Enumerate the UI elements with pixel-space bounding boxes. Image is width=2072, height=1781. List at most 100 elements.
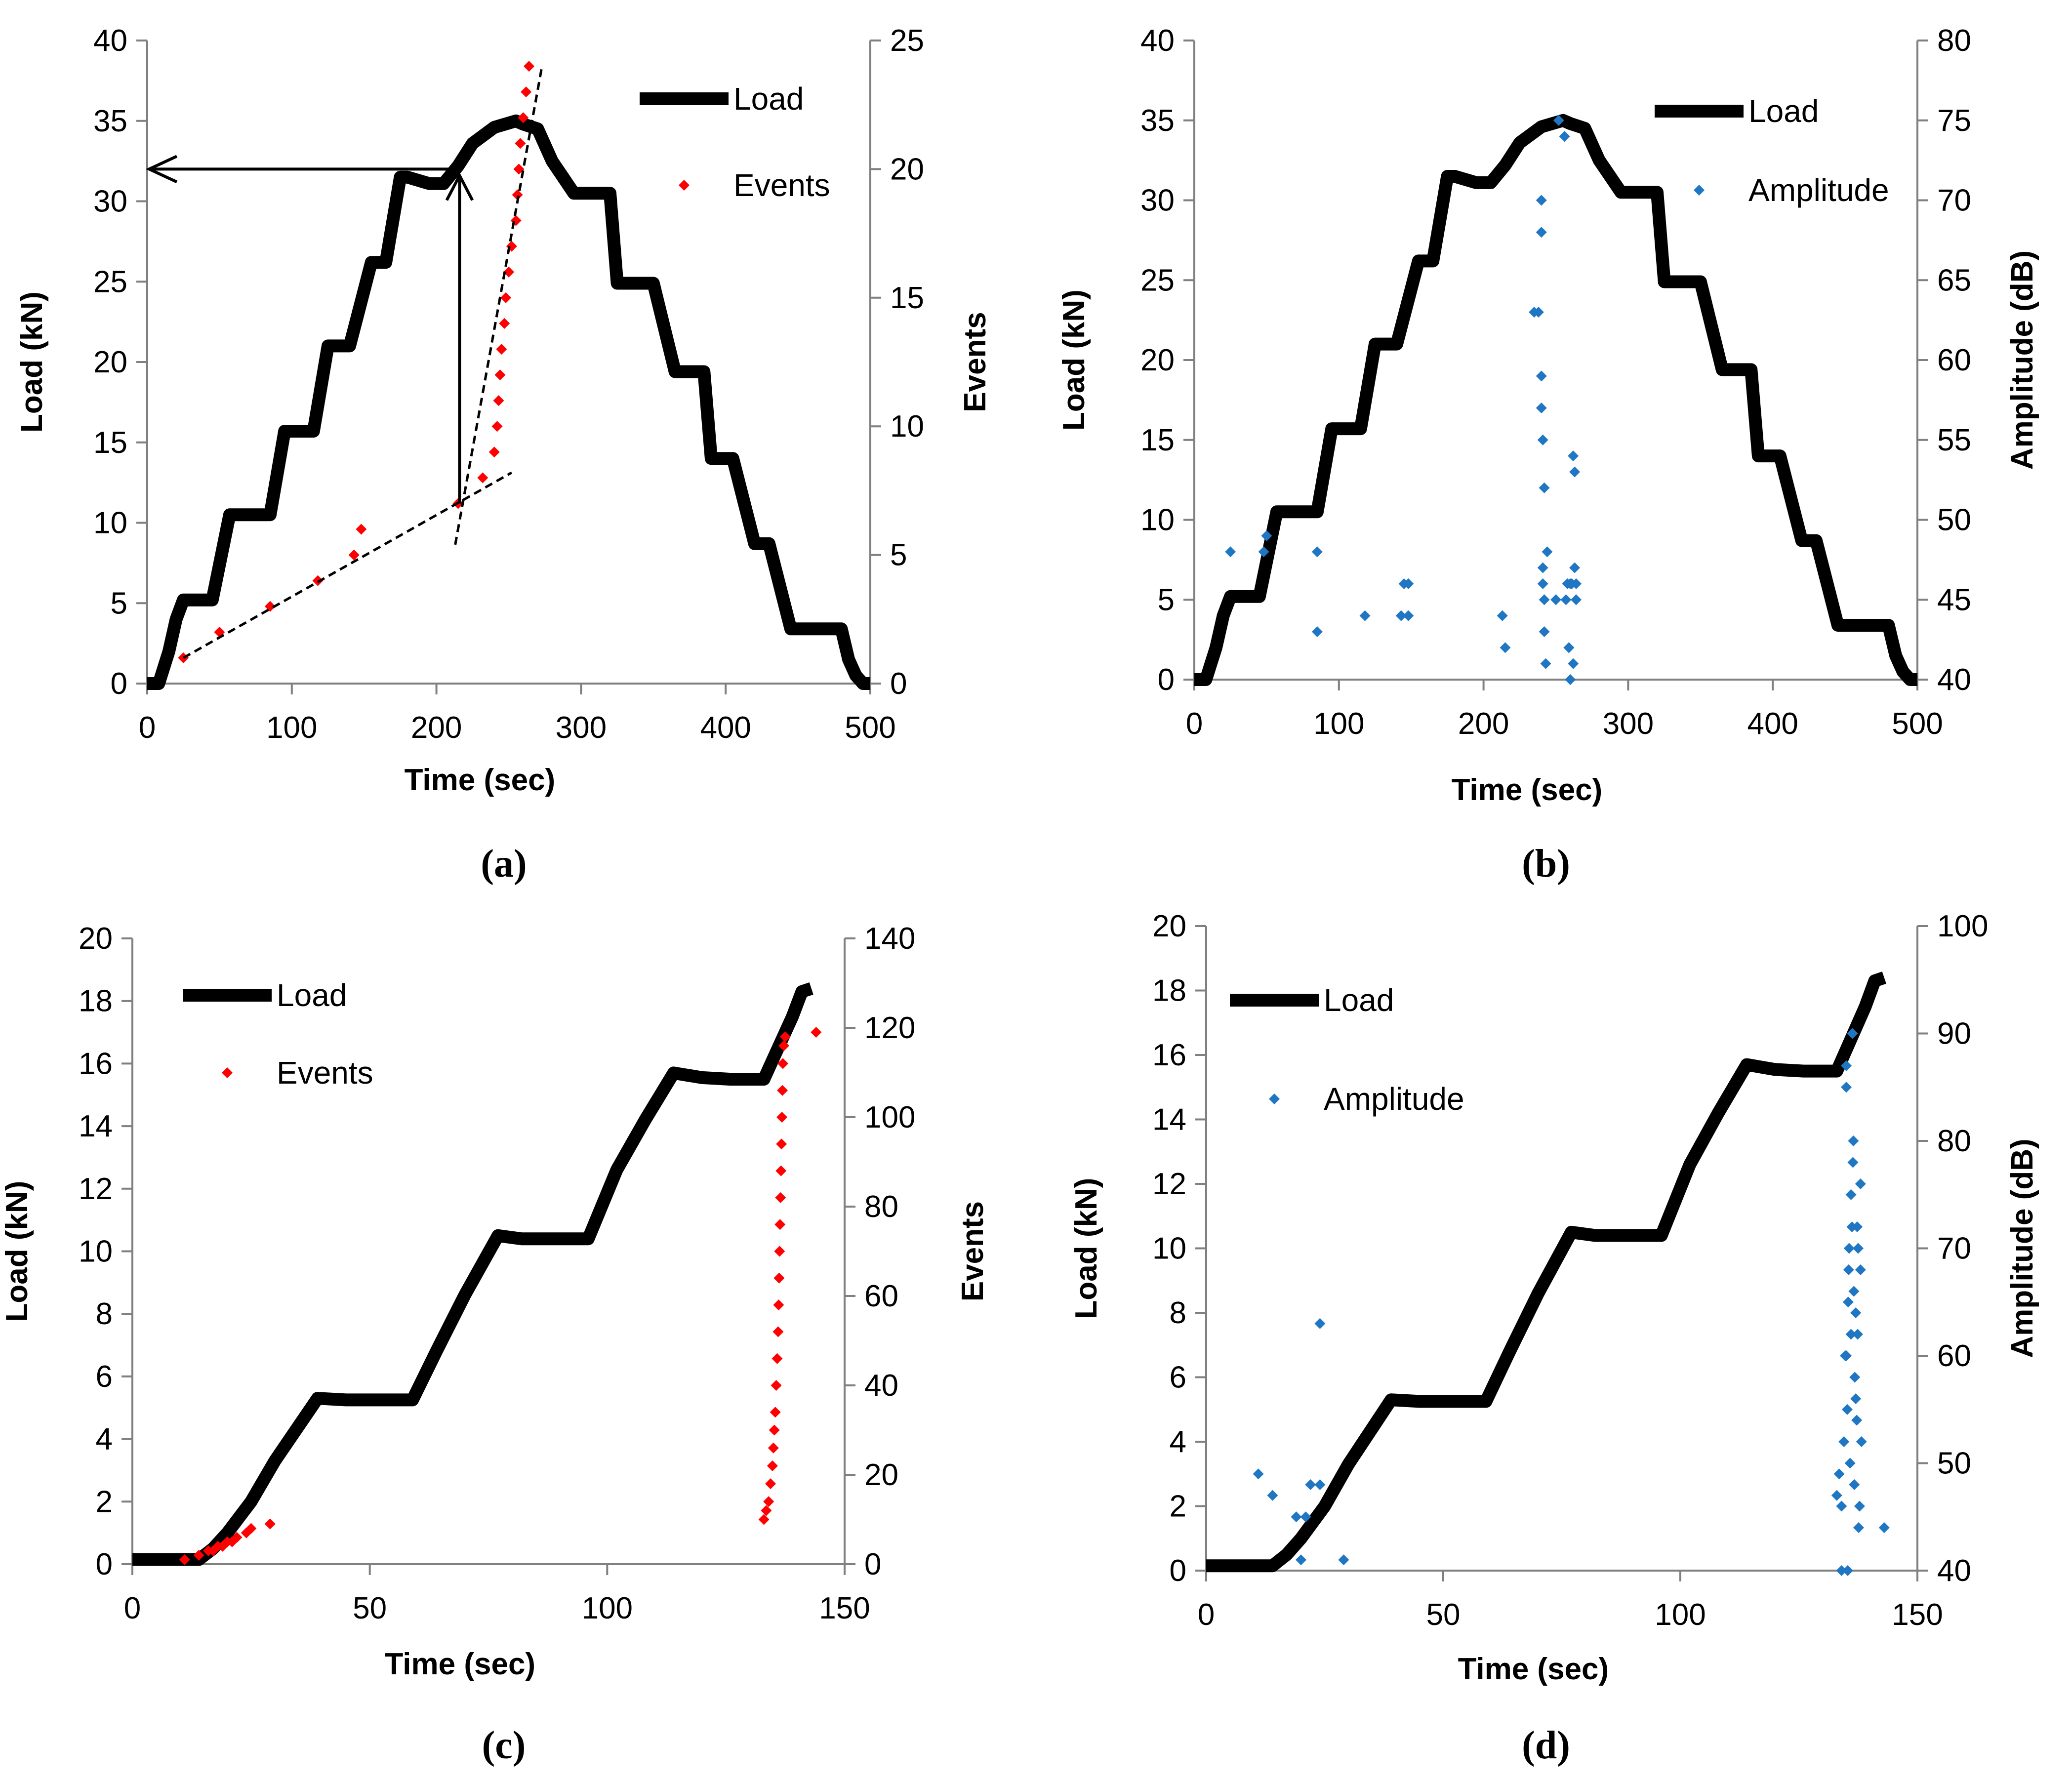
events-data-point <box>772 1326 784 1337</box>
amplitude-data-point <box>1841 1060 1852 1071</box>
y2-tick-label: 45 <box>1937 583 1971 617</box>
amplitude-data-point <box>1291 1511 1302 1523</box>
amplitude-data-point <box>1537 434 1548 445</box>
y-tick-label: 20 <box>1152 909 1186 943</box>
legend-load-label: Load <box>1748 93 1819 129</box>
panel-label: (c) <box>482 1724 526 1767</box>
amplitude-data-point <box>1540 658 1551 669</box>
x-axis-title: Time (sec) <box>385 1647 536 1681</box>
legend-marker-swatch <box>1694 185 1705 196</box>
events-data-point <box>761 1505 772 1516</box>
amplitude-data-point <box>1569 466 1581 478</box>
amplitude-data-point <box>1536 195 1547 206</box>
amplitude-data-point <box>1854 1500 1865 1512</box>
y2-tick-label: 40 <box>1937 1554 1971 1588</box>
x-tick-label: 400 <box>700 711 751 745</box>
amplitude-data-point <box>1403 610 1414 621</box>
events-data-point <box>765 1478 776 1490</box>
y2-tick-label: 65 <box>1937 263 1971 297</box>
y-tick-label: 40 <box>93 24 127 58</box>
events-data-point <box>264 1518 276 1530</box>
y2-tick-label: 90 <box>1937 1017 1971 1051</box>
amplitude-data-point <box>1844 1457 1856 1469</box>
y-tick-label: 10 <box>79 1235 113 1269</box>
events-data-point <box>493 395 504 406</box>
y2-tick-label: 120 <box>864 1011 915 1045</box>
events-data-point <box>774 1219 786 1230</box>
events-data-point <box>777 1058 789 1069</box>
events-data-point <box>477 472 488 484</box>
amplitude-data-point <box>1855 1264 1866 1275</box>
amplitude-data-point <box>1253 1468 1264 1480</box>
legend-marker-swatch <box>222 1067 233 1078</box>
amplitude-data-point <box>1568 658 1579 669</box>
y-axis-title: Load (kN) <box>0 1181 34 1322</box>
amplitude-data-point <box>1305 1479 1316 1490</box>
amplitude-data-point <box>1845 1329 1857 1340</box>
events-data-point <box>775 1192 786 1203</box>
y-tick-label: 8 <box>1170 1296 1186 1330</box>
y-tick-label: 0 <box>96 1547 113 1581</box>
trend-line-dashed <box>182 471 513 659</box>
amplitude-data-point <box>1831 1490 1842 1501</box>
amplitude-data-point <box>1300 1511 1311 1523</box>
arrowhead-icon <box>145 155 178 184</box>
events-data-point <box>770 1407 781 1418</box>
y-tick-label: 4 <box>96 1422 113 1457</box>
load-series-line <box>1206 971 1886 1573</box>
amplitude-data-point <box>1853 1522 1864 1533</box>
y-tick-label: 4 <box>1170 1425 1186 1459</box>
amplitude-data-point <box>1842 1565 1853 1576</box>
y-tick-label: 12 <box>1152 1167 1186 1201</box>
events-data-point <box>491 421 503 432</box>
amplitude-data-point <box>1311 626 1323 637</box>
events-data-point <box>776 1138 787 1150</box>
y-tick-label: 0 <box>1170 1554 1186 1588</box>
amplitude-data-point <box>1565 674 1576 685</box>
y-tick-label: 16 <box>79 1047 113 1081</box>
legend-marker-label: Events <box>277 1055 373 1091</box>
events-data-point <box>778 1040 789 1052</box>
amplitude-data-point <box>1855 1178 1866 1189</box>
amplitude-data-point <box>1560 594 1572 606</box>
y2-axis-title: Events <box>956 1201 990 1301</box>
amplitude-data-point <box>1536 403 1547 414</box>
trend-line-dashed <box>454 66 543 545</box>
events-data-point <box>500 292 512 303</box>
y2-tick-label: 80 <box>1937 24 1971 58</box>
y-tick-label: 10 <box>93 506 127 540</box>
y2-axis-title: Amplitude (dB) <box>2005 250 2039 470</box>
events-data-point <box>521 86 532 98</box>
amplitude-data-point <box>1850 1307 1862 1318</box>
events-data-point <box>777 1085 788 1096</box>
events-data-point <box>768 1442 779 1454</box>
legend-load-label: Load <box>1324 982 1394 1018</box>
amplitude-data-point <box>1314 1479 1326 1490</box>
y2-tick-label: 20 <box>890 152 924 186</box>
y-tick-label: 18 <box>79 984 113 1018</box>
y2-tick-label: 140 <box>864 922 915 956</box>
events-data-point <box>348 549 360 561</box>
events-data-point <box>179 1554 190 1565</box>
amplitude-data-point <box>1539 626 1550 637</box>
x-tick-label: 100 <box>1655 1598 1706 1632</box>
x-tick-label: 0 <box>139 711 156 745</box>
events-data-point <box>245 1523 257 1534</box>
amplitude-data-point <box>1845 1189 1857 1200</box>
amplitude-data-point <box>1225 546 1236 558</box>
y2-tick-label: 70 <box>1937 1232 1971 1266</box>
y2-tick-label: 25 <box>890 24 924 58</box>
y2-tick-label: 55 <box>1937 423 1971 457</box>
y-tick-label: 25 <box>1140 263 1175 297</box>
amplitude-data-point <box>1559 131 1570 142</box>
amplitude-data-point <box>1359 610 1371 621</box>
amplitude-data-point <box>1850 1393 1862 1404</box>
events-data-point <box>496 343 507 355</box>
y-axis-title: Load (kN) <box>1069 1178 1103 1319</box>
amplitude-data-point <box>1261 530 1272 541</box>
amplitude-data-point <box>1856 1436 1867 1447</box>
panel-label: (a) <box>481 842 527 886</box>
events-data-point <box>767 1460 778 1471</box>
events-data-point <box>512 189 523 201</box>
amplitude-data-point <box>1258 546 1269 558</box>
